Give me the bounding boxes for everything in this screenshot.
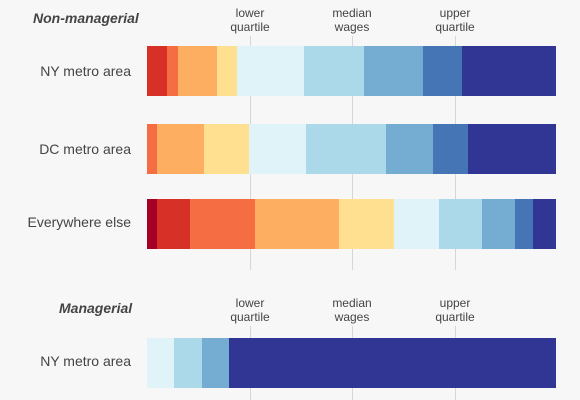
- bar-segment-3: [189, 199, 256, 249]
- bar-segment-7: [306, 124, 387, 174]
- row-label-everywhere: Everywhere else: [27, 214, 132, 230]
- bar-segment-7: [173, 338, 203, 388]
- bar-segment-9: [515, 199, 534, 249]
- median-wages-label-line1: median: [332, 6, 372, 20]
- bar-segment-8: [363, 46, 424, 96]
- upper-quartile-label-2: upper quartile: [410, 296, 500, 324]
- bar-segment-6: [147, 338, 174, 388]
- bar-segment-2: [147, 46, 168, 96]
- upper-quartile-label-line2: quartile: [435, 20, 475, 34]
- bar-ny-nonmanagerial: [147, 46, 556, 96]
- bar-segment-4: [177, 46, 217, 96]
- bar-segment-3: [147, 124, 158, 174]
- bar-segment-4: [157, 124, 205, 174]
- bar-segment-10: [228, 338, 556, 388]
- bar-segment-10: [533, 199, 556, 249]
- lower-quartile-label-line2: quartile: [230, 20, 270, 34]
- lower-quartile-label-2: lower quartile: [205, 296, 295, 324]
- bar-segment-10: [461, 46, 556, 96]
- median-wages-label-2-line1: median: [332, 296, 372, 310]
- row-label-ny: NY metro area: [40, 63, 131, 79]
- bar-segment-2: [157, 199, 190, 249]
- bar-segment-6: [236, 46, 305, 96]
- row-label-dc: DC metro area: [39, 141, 131, 157]
- lower-quartile-label-2-line2: quartile: [230, 310, 270, 324]
- section-title-nonmanagerial: Non-managerial: [33, 10, 139, 26]
- median-wages-label-2-line2: wages: [334, 310, 370, 324]
- bar-segment-9: [423, 46, 462, 96]
- section-title-managerial: Managerial: [59, 300, 133, 316]
- bar-segment-6: [394, 199, 440, 249]
- bar-segment-9: [433, 124, 469, 174]
- bar-segment-3: [167, 46, 178, 96]
- upper-quartile-label-2-line1: upper: [439, 296, 471, 310]
- median-wages-label-2: median wages: [307, 296, 397, 324]
- bar-dc-nonmanagerial: [147, 124, 556, 174]
- upper-quartile-label: upper quartile: [410, 6, 500, 34]
- bar-segment-8: [386, 124, 434, 174]
- bar-segment-7: [304, 46, 364, 96]
- bar-segment-5: [204, 124, 250, 174]
- median-wages-label: median wages: [307, 6, 397, 34]
- lower-quartile-label: lower quartile: [205, 6, 295, 34]
- lower-quartile-label-2-line1: lower: [235, 296, 265, 310]
- lower-quartile-label-line1: lower: [235, 6, 265, 20]
- bar-segment-5: [339, 199, 395, 249]
- bar-segment-8: [482, 199, 516, 249]
- bar-everywhere-nonmanagerial: [147, 199, 556, 249]
- bar-segment-5: [216, 46, 237, 96]
- row-label-ny-managerial: NY metro area: [40, 353, 131, 369]
- upper-quartile-label-2-line2: quartile: [435, 310, 475, 324]
- upper-quartile-label-line1: upper: [439, 6, 471, 20]
- bar-segment-10: [468, 124, 556, 174]
- bar-segment-8: [202, 338, 229, 388]
- bar-segment-4: [255, 199, 340, 249]
- median-wages-label-line2: wages: [334, 20, 370, 34]
- bar-segment-7: [439, 199, 483, 249]
- bar-ny-managerial: [147, 338, 556, 388]
- bar-segment-1: [147, 199, 158, 249]
- bar-segment-6: [249, 124, 307, 174]
